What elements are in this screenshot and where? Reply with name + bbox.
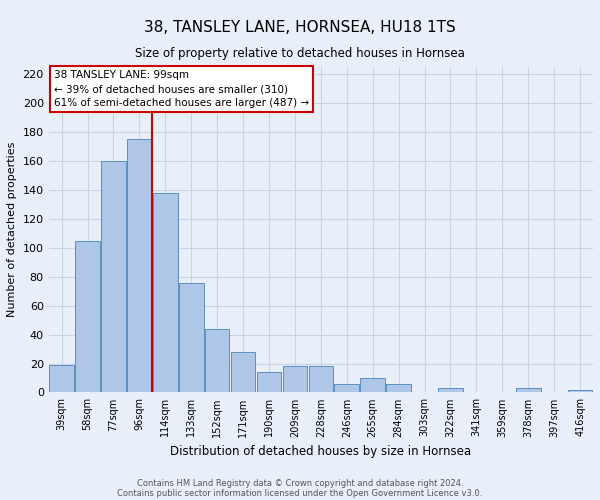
Text: 38 TANSLEY LANE: 99sqm
← 39% of detached houses are smaller (310)
61% of semi-de: 38 TANSLEY LANE: 99sqm ← 39% of detached… [54, 70, 309, 108]
Bar [361, 378, 385, 392]
Y-axis label: Number of detached properties: Number of detached properties [7, 142, 17, 318]
Bar [153, 193, 178, 392]
Bar [75, 240, 100, 392]
Bar [308, 366, 333, 392]
Bar [568, 390, 592, 392]
Bar [516, 388, 541, 392]
Bar [231, 352, 256, 393]
Bar [386, 384, 411, 392]
Text: Contains public sector information licensed under the Open Government Licence v3: Contains public sector information licen… [118, 488, 482, 498]
Bar [101, 161, 126, 392]
Bar [438, 388, 463, 392]
Bar [283, 366, 307, 392]
Text: Contains HM Land Registry data © Crown copyright and database right 2024.: Contains HM Land Registry data © Crown c… [137, 478, 463, 488]
X-axis label: Distribution of detached houses by size in Hornsea: Distribution of detached houses by size … [170, 445, 472, 458]
Bar [334, 384, 359, 392]
Bar [179, 282, 203, 393]
Bar [49, 365, 74, 392]
Bar [127, 140, 152, 392]
Text: 38, TANSLEY LANE, HORNSEA, HU18 1TS: 38, TANSLEY LANE, HORNSEA, HU18 1TS [144, 20, 456, 35]
Text: Size of property relative to detached houses in Hornsea: Size of property relative to detached ho… [135, 48, 465, 60]
Bar [257, 372, 281, 392]
Bar [205, 329, 229, 392]
